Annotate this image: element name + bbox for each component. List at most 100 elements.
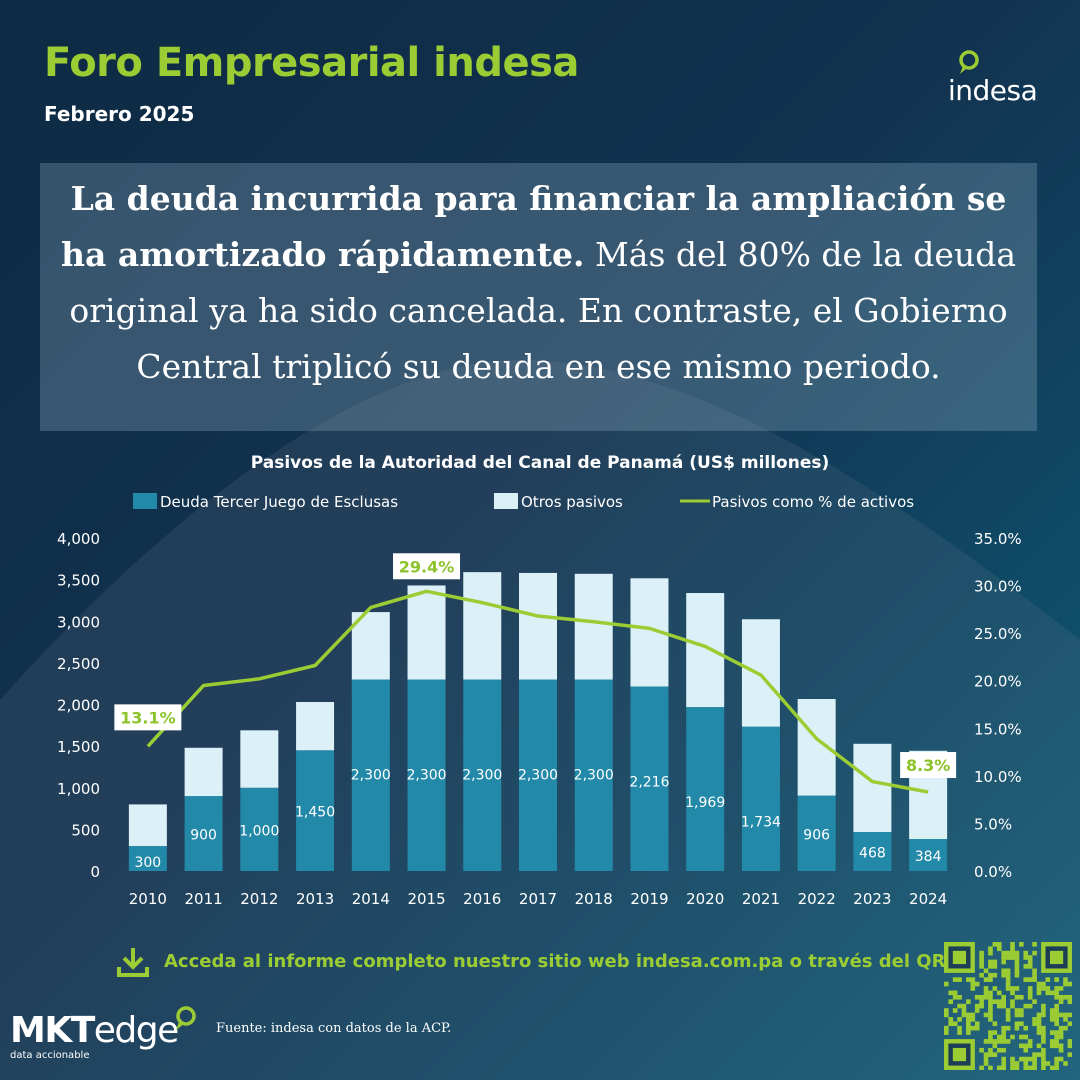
headline-regular: Más del 80% de la deuda original ya ha s… — [69, 235, 1016, 386]
y2-tick-label: 15.0% — [974, 720, 1022, 738]
x-tick-label: 2015 — [407, 890, 445, 908]
bar-data-label: 2,300 — [406, 768, 446, 784]
bar-other — [128, 804, 167, 847]
bar-debt — [686, 707, 725, 871]
bar-data-label: 900 — [190, 828, 217, 844]
callout-label: 8.3% — [906, 756, 950, 775]
x-tick-label: 2022 — [798, 890, 836, 908]
callout-label: 29.4% — [399, 557, 455, 576]
y-tick-label: 0 — [90, 863, 100, 881]
callout-box — [900, 752, 957, 779]
bar-data-label: 1,000 — [239, 823, 279, 839]
bar-debt — [853, 832, 892, 871]
bar-debt — [463, 679, 502, 871]
speech-bubble-icon — [176, 1006, 196, 1030]
x-tick-label: 2013 — [296, 890, 334, 908]
bar-other — [184, 747, 223, 797]
y2-tick-label: 30.0% — [974, 578, 1022, 596]
y-tick-label: 1,000 — [57, 780, 100, 798]
cta-banner[interactable]: Acceda al informe completo nuestro sitio… — [116, 945, 945, 979]
chart-svg: Pasivos de la Autoridad del Canal de Pan… — [57, 453, 1022, 908]
bar-debt — [630, 686, 669, 871]
x-tick-label: 2020 — [686, 890, 724, 908]
qr-code[interactable] — [944, 942, 1072, 1070]
bar-other — [519, 572, 557, 680]
bar-other — [686, 593, 725, 708]
x-tick-label: 2021 — [742, 890, 780, 908]
mktedge-tagline: data accionable — [10, 1050, 90, 1061]
bar-debt — [741, 726, 780, 871]
chart-title: Pasivos de la Autoridad del Canal de Pan… — [251, 453, 830, 473]
mktedge-logo: MKTedge data accionable — [10, 1004, 210, 1070]
bar-data-label: 2,300 — [351, 768, 391, 784]
bar-other — [351, 612, 390, 680]
bar-debt — [296, 750, 335, 871]
bar-debt — [519, 679, 557, 871]
bar-data-label: 2,300 — [518, 768, 558, 784]
legend-label: Pasivos como % de activos — [712, 493, 914, 511]
x-tick-label: 2023 — [853, 890, 891, 908]
x-tick-label: 2024 — [909, 890, 947, 908]
y-tick-label: 3,000 — [57, 613, 100, 631]
x-tick-label: 2014 — [352, 890, 390, 908]
y2-tick-label: 25.0% — [974, 625, 1022, 643]
bar-debt — [128, 846, 167, 871]
y2-tick-label: 0.0% — [974, 863, 1012, 881]
bar-data-label: 2,216 — [629, 775, 669, 791]
bar-data-label: 1,450 — [295, 805, 335, 821]
bar-debt — [574, 679, 613, 871]
bar-data-label: 906 — [803, 827, 830, 843]
bar-debt — [351, 679, 390, 871]
y-tick-label: 500 — [71, 821, 100, 839]
indesa-logo: indesa — [940, 48, 1050, 107]
page-title: Foro Empresarial indesa — [44, 40, 579, 86]
bar-other — [741, 619, 780, 727]
bar-other — [296, 702, 335, 751]
y2-tick-label: 10.0% — [974, 768, 1022, 786]
logo-wordmark: indesa — [948, 74, 1038, 107]
y2-tick-label: 35.0% — [974, 530, 1022, 548]
legend-label: Deuda Tercer Juego de Esclusas — [160, 493, 398, 511]
bar-other — [407, 585, 446, 680]
headline-box: La deuda incurrida para financiar la amp… — [40, 163, 1037, 431]
legend-label: Otros pasivos — [521, 493, 623, 511]
bar-debt — [240, 787, 279, 871]
headline-bold: La deuda incurrida para financiar la amp… — [61, 179, 1007, 274]
bar-debt — [184, 796, 223, 871]
bar-other — [240, 730, 279, 788]
bar-debt — [797, 795, 836, 871]
x-tick-label: 2019 — [630, 890, 668, 908]
callout-box — [393, 553, 461, 580]
page-date: Febrero 2025 — [44, 102, 195, 126]
y-tick-label: 1,500 — [57, 738, 100, 756]
cta-text[interactable]: Acceda al informe completo nuestro sitio… — [164, 951, 946, 972]
y2-tick-label: 5.0% — [974, 815, 1012, 833]
x-tick-label: 2011 — [185, 890, 223, 908]
y-tick-label: 2,000 — [57, 697, 100, 715]
legend-swatch — [133, 493, 157, 509]
download-icon[interactable] — [116, 945, 150, 979]
bar-data-label: 384 — [915, 849, 942, 865]
bar-data-label: 300 — [134, 855, 161, 871]
bar-data-label: 2,300 — [574, 768, 614, 784]
bar-other — [853, 743, 892, 833]
y-tick-label: 3,500 — [57, 572, 100, 590]
bar-data-label: 1,969 — [685, 795, 725, 811]
bar-data-label: 468 — [859, 846, 886, 862]
mktedge-wordmark: MKTedge — [10, 1010, 179, 1051]
x-tick-label: 2016 — [463, 890, 501, 908]
x-tick-label: 2017 — [519, 890, 557, 908]
chart: Pasivos de la Autoridad del Canal de Pan… — [0, 440, 1080, 920]
bar-other — [574, 573, 613, 680]
bar-debt — [407, 679, 446, 871]
legend-swatch — [494, 493, 518, 509]
bar-data-label: 1,734 — [741, 815, 781, 831]
y2-tick-label: 20.0% — [974, 673, 1022, 691]
line-series — [146, 589, 929, 794]
source-note: Fuente: indesa con datos de la ACP. — [216, 1021, 452, 1036]
x-tick-label: 2012 — [240, 890, 278, 908]
callout-box — [114, 704, 182, 731]
bar-debt — [909, 839, 948, 871]
bar-other — [463, 572, 502, 680]
x-tick-label: 2010 — [129, 890, 167, 908]
